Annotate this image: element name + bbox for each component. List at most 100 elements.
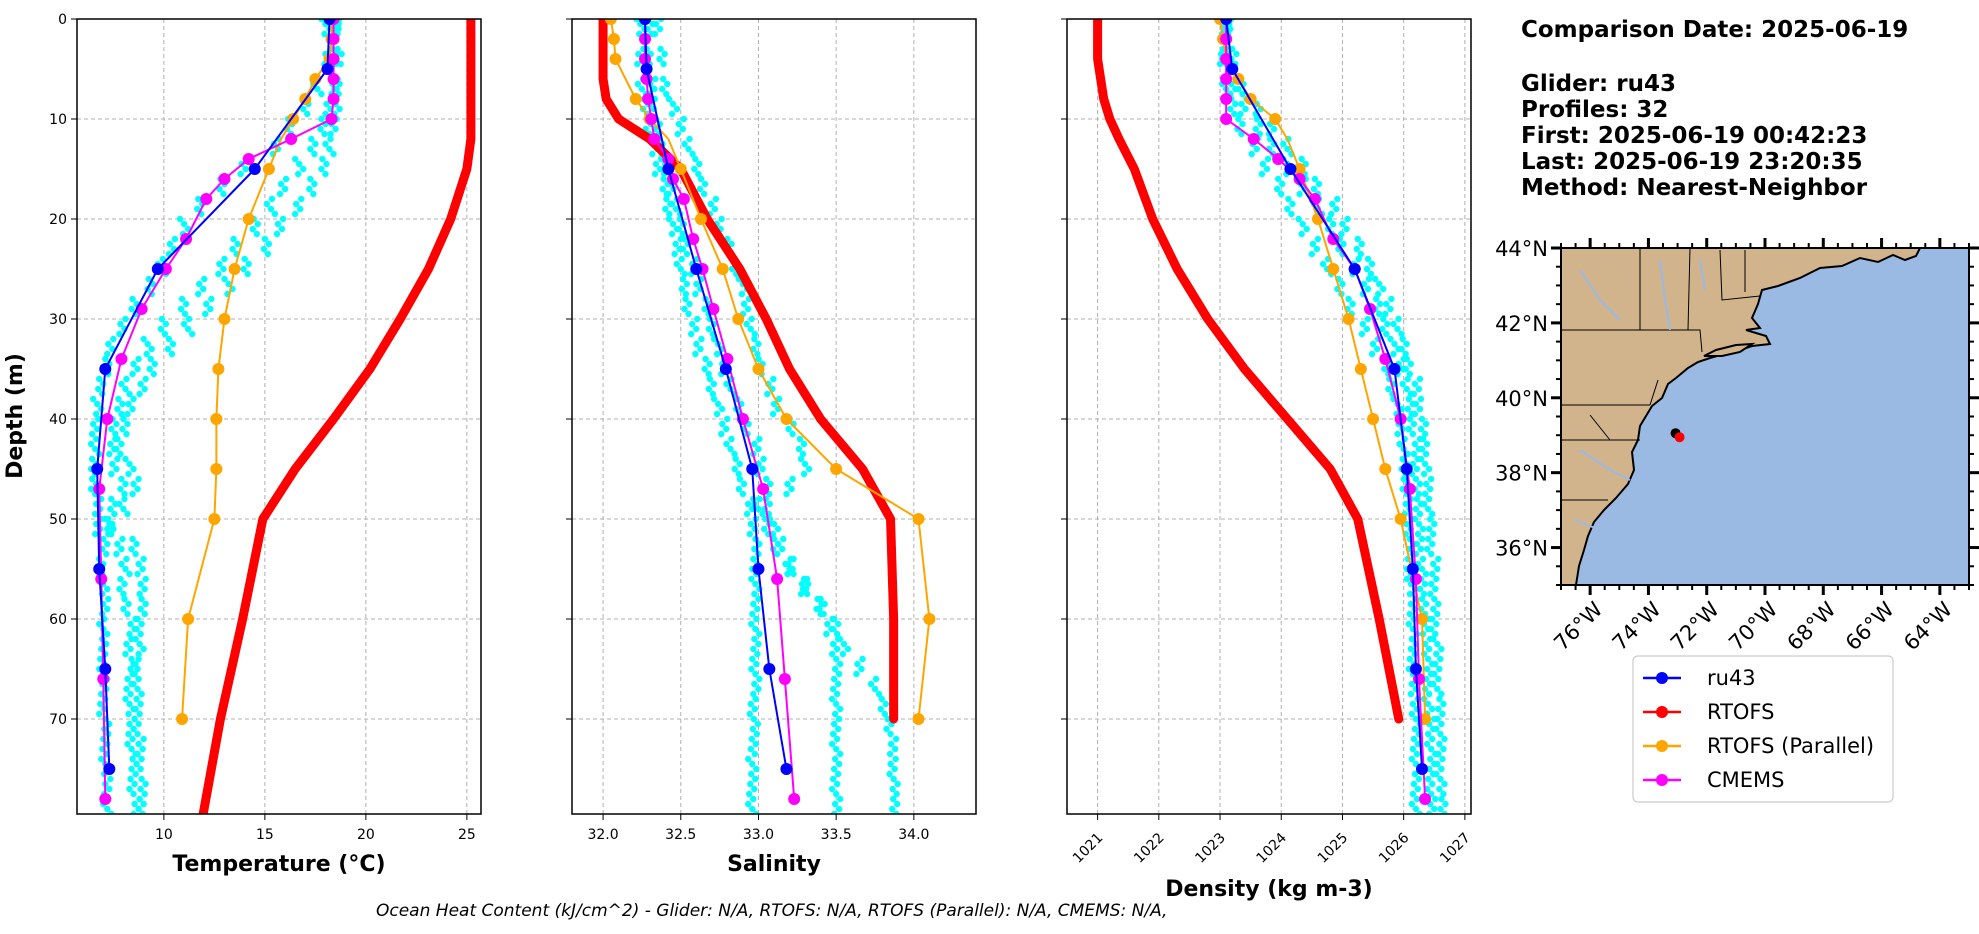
- glider-scatter-point: [108, 425, 115, 433]
- glider-scatter-point: [748, 620, 755, 628]
- glider-scatter-point: [1273, 185, 1281, 193]
- glider-scatter-point: [268, 195, 276, 203]
- glider-scatter-point: [697, 345, 704, 353]
- glider-scatter-point: [1355, 255, 1362, 263]
- glider-scatter-point: [195, 195, 202, 203]
- glider-scatter-point: [114, 540, 121, 548]
- glider-scatter-point: [1374, 290, 1382, 298]
- glider-scatter-point: [764, 390, 771, 398]
- glider-scatter-point: [119, 535, 126, 543]
- glider-scatter-point: [125, 710, 132, 718]
- glider-scatter-point: [1253, 145, 1260, 153]
- glider-scatter-point: [823, 630, 830, 638]
- series-line-rtofs: [598, 19, 899, 724]
- glider-scatter-point: [1433, 770, 1440, 778]
- glider-scatter-point: [1364, 315, 1372, 323]
- glider-scatter-point: [103, 550, 110, 558]
- glider-scatter-point: [763, 475, 770, 483]
- glider-scatter-point: [117, 450, 124, 458]
- glider-scatter-point: [215, 270, 222, 278]
- glider-scatter-point: [311, 180, 318, 188]
- glider-scatter-point: [1349, 300, 1356, 308]
- glider-scatter-point: [750, 715, 757, 723]
- glider-scatter-point: [803, 590, 811, 598]
- glider-scatter-point: [1435, 750, 1442, 758]
- glider-scatter-point: [318, 90, 325, 98]
- glider-scatter-point: [832, 655, 840, 663]
- glider-scatter-point: [1409, 700, 1417, 708]
- glider-scatter-point: [277, 180, 285, 188]
- glider-scatter-point: [1425, 690, 1433, 698]
- glider-scatter-point: [1235, 115, 1242, 123]
- glider-scatter-point: [657, 19, 665, 23]
- glider-scatter-point: [829, 685, 837, 693]
- glider-scatter-point: [773, 550, 781, 558]
- glider-scatter-point: [817, 595, 824, 603]
- glider-scatter-point: [234, 240, 241, 248]
- glider-scatter-point: [1437, 775, 1444, 783]
- glider-scatter-point: [196, 280, 203, 288]
- glider-scatter-point: [98, 755, 105, 763]
- glider-scatter-point: [1421, 580, 1429, 588]
- glider-scatter-point: [802, 585, 810, 593]
- glider-scatter-point: [1365, 275, 1373, 283]
- glider-scatter-point: [1334, 195, 1341, 203]
- glider-scatter-point: [1385, 385, 1392, 393]
- glider-scatter-point: [1402, 350, 1409, 358]
- series-point-cmems: [93, 483, 106, 495]
- glider-scatter-point: [671, 250, 678, 258]
- glider-scatter-point: [853, 670, 860, 678]
- glider-scatter-point: [1280, 140, 1287, 148]
- glider-scatter-point: [180, 220, 188, 228]
- glider-scatter-point: [318, 165, 325, 173]
- glider-scatter-point: [1416, 810, 1424, 814]
- glider-scatter-point: [748, 665, 755, 673]
- glider-scatter-point: [1391, 340, 1398, 348]
- glider-scatter-point: [747, 325, 754, 333]
- glider-scatter-point: [702, 355, 709, 363]
- map-lat-label: 40°N: [1495, 387, 1548, 411]
- glider-scatter-point: [1430, 560, 1437, 568]
- glider-scatter-point: [124, 675, 131, 683]
- glider-scatter-point: [706, 375, 714, 383]
- glider-scatter-point: [1402, 500, 1409, 508]
- glider-scatter-point: [743, 320, 750, 328]
- glider-scatter-point: [126, 700, 133, 708]
- glider-scatter-point: [108, 530, 115, 538]
- glider-scatter-point: [261, 235, 269, 243]
- glider-scatter-point: [1310, 185, 1318, 193]
- series-point-cmems: [642, 93, 655, 105]
- glider-scatter-point: [1422, 450, 1430, 458]
- glider-scatter-point: [697, 175, 705, 183]
- axes-frame: [76, 18, 482, 815]
- glider-scatter-point: [754, 350, 761, 358]
- glider-scatter-point: [1411, 725, 1419, 733]
- glider-scatter-point: [1413, 540, 1421, 548]
- glider-scatter-point: [128, 305, 135, 313]
- glider-scatter-point: [1437, 730, 1444, 738]
- glider-scatter-point: [719, 420, 726, 428]
- glider-scatter-point: [216, 260, 223, 268]
- glider-scatter-point: [1433, 620, 1440, 628]
- glider-scatter-point: [1358, 240, 1365, 248]
- glider-scatter-point: [1423, 545, 1431, 553]
- glider-scatter-point: [276, 190, 284, 198]
- glider-scatter-point: [122, 385, 129, 393]
- glider-scatter-point: [663, 195, 670, 203]
- glider-scatter-point: [718, 430, 725, 438]
- glider-scatter-point: [281, 185, 289, 193]
- glider-scatter-point: [141, 385, 148, 393]
- glider-scatter-point: [185, 315, 193, 323]
- glider-scatter-point: [1285, 195, 1292, 203]
- glider-scatter-point: [1429, 570, 1436, 578]
- glider-scatter-point: [1344, 215, 1351, 223]
- series-point-rtofs-parallel: [604, 19, 617, 25]
- glider-scatter-point: [749, 760, 756, 768]
- glider-scatter-point: [652, 160, 660, 168]
- glider-scatter-point: [735, 470, 742, 478]
- glider-scatter-point: [875, 690, 883, 698]
- glider-scatter-point: [743, 510, 751, 518]
- glider-scatter-point: [836, 660, 844, 668]
- glider-scatter-point: [1430, 605, 1437, 613]
